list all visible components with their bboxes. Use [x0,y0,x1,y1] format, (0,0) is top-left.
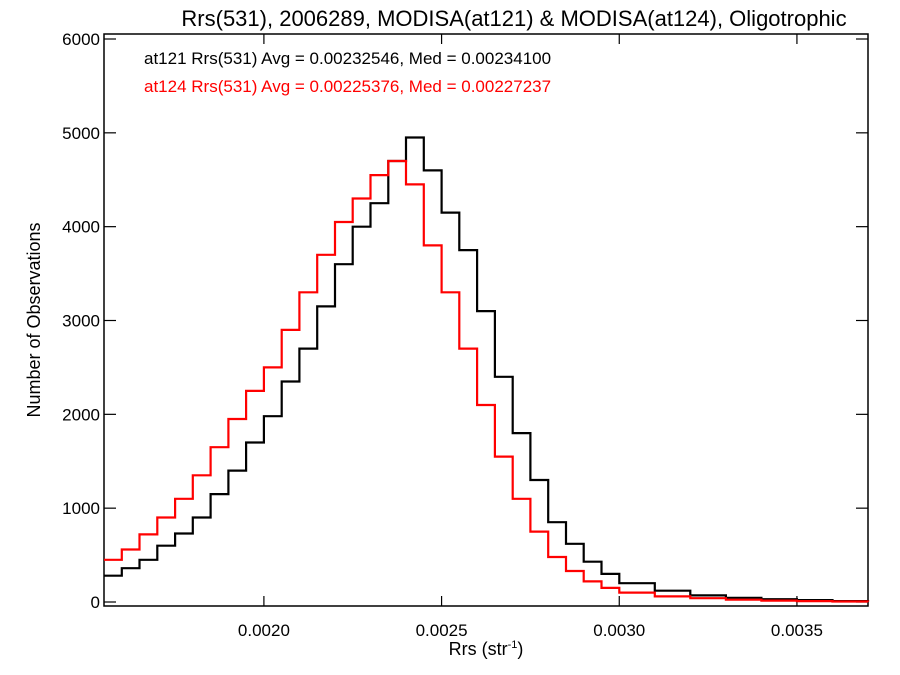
x-axis-label-close: ) [517,639,523,659]
series-layer [104,136,870,603]
legend-entry-at124: at124 Rrs(531) Avg = 0.00225376, Med = 0… [144,77,551,96]
series-line-0 [104,136,870,603]
series-line-1 [104,159,870,603]
x-axis-label: Rrs (str-1) [449,639,524,659]
x-axis-label-superscript: -1 [508,639,518,651]
legend-entry-at121: at121 Rrs(531) Avg = 0.00232546, Med = 0… [144,49,551,68]
y-axis-ticks: 0 1000 2000 3000 4000 5000 6000 [62,30,868,612]
y-tick-label-1: 1000 [62,499,100,518]
plot-frame [103,33,869,607]
y-tick-label-0: 0 [91,593,100,612]
chart-title: Rrs(531), 2006289, MODISA(at121) & MODIS… [181,6,846,31]
y-tick-label-6: 6000 [62,30,100,49]
x-tick-label-2: 0.0030 [593,621,645,640]
x-axis-label-main: Rrs (str [449,639,508,659]
y-tick-label-5: 5000 [62,124,100,143]
y-tick-label-4: 4000 [62,218,100,237]
x-tick-label-1: 0.0025 [416,621,468,640]
y-tick-label-2: 2000 [62,405,100,424]
y-axis-label: Number of Observations [24,222,44,417]
x-axis-ticks: 0.0020 0.0025 0.0030 0.0035 [238,34,823,640]
x-tick-label-0: 0.0020 [238,621,290,640]
x-tick-label-3: 0.0035 [771,621,823,640]
y-tick-label-3: 3000 [62,312,100,331]
